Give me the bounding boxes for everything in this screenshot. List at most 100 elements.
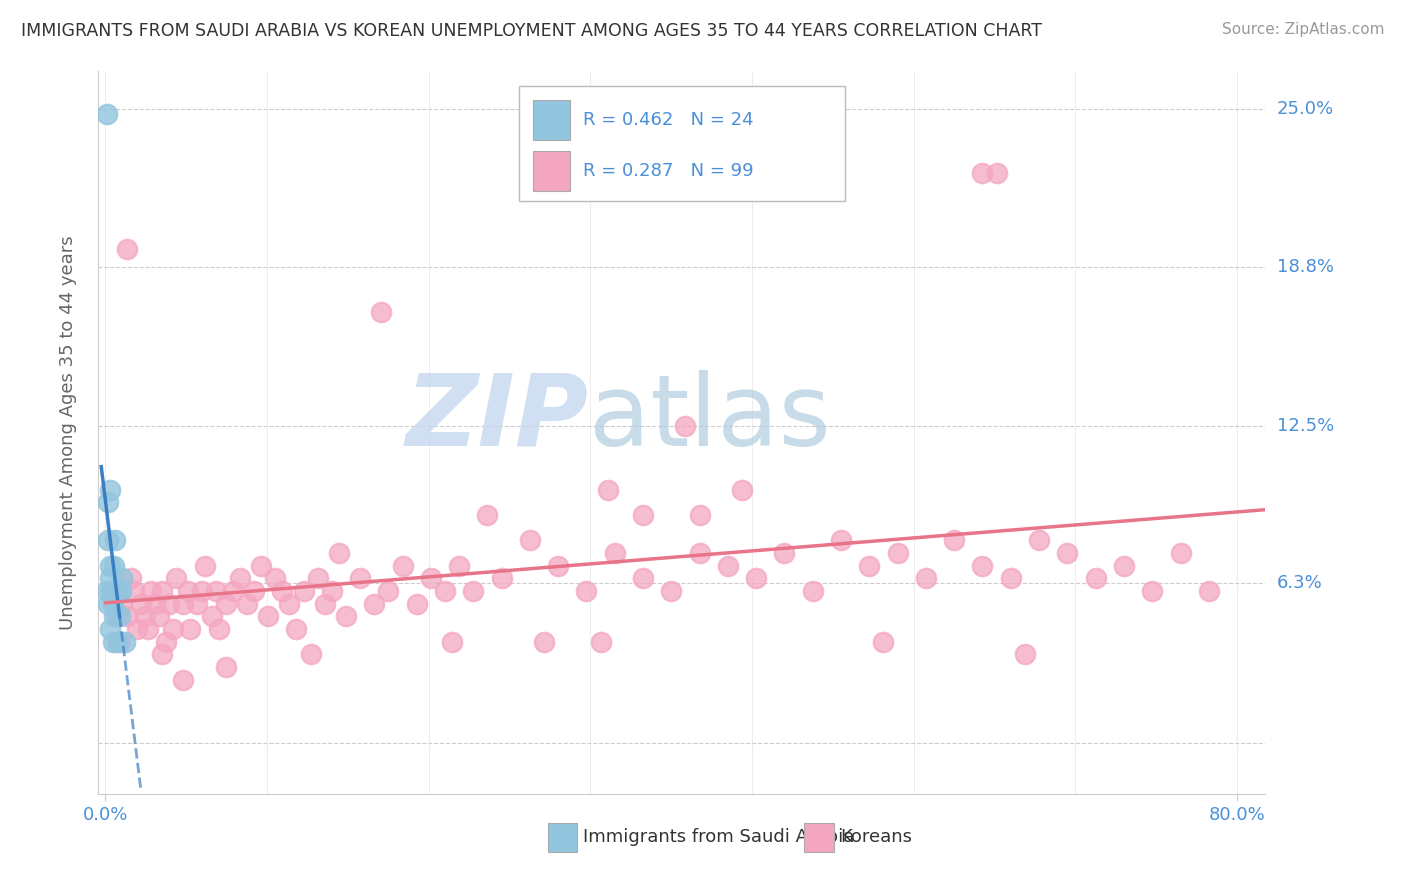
Point xyxy=(915,571,938,585)
Point xyxy=(773,546,796,560)
Point xyxy=(172,597,194,611)
Point xyxy=(631,571,654,585)
Point xyxy=(150,584,173,599)
Point xyxy=(215,597,238,611)
Point xyxy=(157,597,180,611)
Point xyxy=(533,634,555,648)
Text: R = 0.462   N = 24: R = 0.462 N = 24 xyxy=(582,112,754,129)
Point xyxy=(972,166,994,180)
Point xyxy=(314,597,336,611)
FancyBboxPatch shape xyxy=(519,86,845,202)
Point xyxy=(745,571,768,585)
Point xyxy=(335,609,357,624)
Point xyxy=(236,597,259,611)
Point xyxy=(675,419,697,434)
Text: 6.3%: 6.3% xyxy=(1277,574,1322,592)
Point xyxy=(858,558,880,573)
Point xyxy=(463,584,485,599)
Point xyxy=(271,584,294,599)
Point xyxy=(377,584,399,599)
Point xyxy=(162,622,184,636)
Point xyxy=(143,597,166,611)
Y-axis label: Unemployment Among Ages 35 to 44 years: Unemployment Among Ages 35 to 44 years xyxy=(59,235,77,630)
Point xyxy=(150,648,173,662)
Point xyxy=(830,533,852,548)
FancyBboxPatch shape xyxy=(804,822,834,852)
Point xyxy=(1170,546,1192,560)
Point xyxy=(419,571,441,585)
Point xyxy=(1084,571,1107,585)
Point xyxy=(101,597,124,611)
Point xyxy=(96,584,118,599)
Point xyxy=(264,571,287,585)
Point xyxy=(222,584,245,599)
Text: Koreans: Koreans xyxy=(841,829,912,847)
Point xyxy=(547,558,569,573)
Point xyxy=(103,609,125,624)
Point xyxy=(110,584,132,599)
Point xyxy=(972,558,994,573)
Point xyxy=(103,558,125,573)
FancyBboxPatch shape xyxy=(533,100,569,140)
Point xyxy=(886,546,908,560)
Point xyxy=(134,609,156,624)
Point xyxy=(105,584,128,599)
Point xyxy=(689,546,711,560)
Point xyxy=(689,508,711,522)
Point xyxy=(589,634,612,648)
Point xyxy=(596,483,619,497)
Point xyxy=(108,609,131,624)
Text: ZIP: ZIP xyxy=(405,369,589,467)
Text: IMMIGRANTS FROM SAUDI ARABIA VS KOREAN UNEMPLOYMENT AMONG AGES 35 TO 44 YEARS CO: IMMIGRANTS FROM SAUDI ARABIA VS KOREAN U… xyxy=(21,22,1042,40)
Point xyxy=(391,558,413,573)
Point xyxy=(321,584,343,599)
Point xyxy=(292,584,315,599)
FancyBboxPatch shape xyxy=(533,151,569,191)
Point xyxy=(1014,648,1036,662)
Point xyxy=(105,609,128,624)
Point xyxy=(1112,558,1135,573)
Text: 18.8%: 18.8% xyxy=(1277,258,1333,276)
Point xyxy=(98,483,121,497)
Point xyxy=(872,634,894,648)
Point xyxy=(111,597,134,611)
Point xyxy=(1056,546,1078,560)
Point xyxy=(101,584,124,599)
Point xyxy=(801,584,824,599)
Point xyxy=(205,584,228,599)
Point xyxy=(98,622,121,636)
Point xyxy=(101,584,124,599)
Point xyxy=(108,634,131,648)
Point xyxy=(172,673,194,687)
Point xyxy=(943,533,966,548)
Point xyxy=(477,508,499,522)
Point xyxy=(405,597,427,611)
Point xyxy=(139,584,162,599)
Point xyxy=(278,597,301,611)
Point xyxy=(717,558,740,573)
Point xyxy=(215,660,238,674)
Point xyxy=(603,546,626,560)
Point xyxy=(250,558,273,573)
Point xyxy=(107,584,129,599)
Point xyxy=(519,533,541,548)
Point xyxy=(659,584,682,599)
Point xyxy=(122,584,145,599)
Point xyxy=(243,584,266,599)
Point xyxy=(193,558,215,573)
Point xyxy=(299,648,322,662)
FancyBboxPatch shape xyxy=(548,822,576,852)
Point xyxy=(200,609,222,624)
Text: 25.0%: 25.0% xyxy=(1277,101,1334,119)
Point xyxy=(208,622,231,636)
Point xyxy=(1000,571,1022,585)
Point xyxy=(1198,584,1220,599)
Text: 12.5%: 12.5% xyxy=(1277,417,1334,435)
Point xyxy=(328,546,350,560)
Point xyxy=(179,622,201,636)
Text: Source: ZipAtlas.com: Source: ZipAtlas.com xyxy=(1222,22,1385,37)
Point xyxy=(104,533,127,548)
Point xyxy=(631,508,654,522)
Point xyxy=(190,584,212,599)
Point xyxy=(125,622,148,636)
